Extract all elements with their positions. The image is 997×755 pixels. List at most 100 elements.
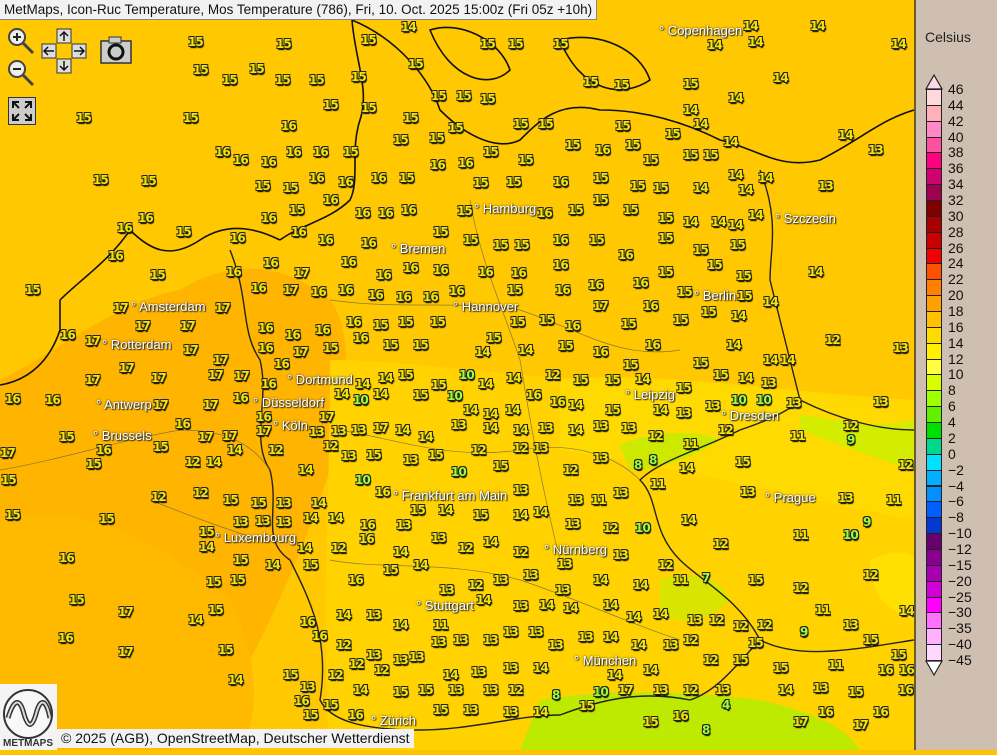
station-temperature: 15 xyxy=(457,204,473,218)
station-temperature: 14 xyxy=(336,608,352,622)
station-temperature: 16 xyxy=(311,285,327,299)
station-temperature: 15 xyxy=(398,368,414,382)
station-temperature: 13 xyxy=(786,396,802,410)
legend-swatch xyxy=(926,168,942,186)
station-temperature: 15 xyxy=(605,403,621,417)
zoom-out-button[interactable] xyxy=(6,58,36,93)
station-temperature: 15 xyxy=(309,73,325,87)
legend-swatch xyxy=(926,564,942,582)
legend-label: 28 xyxy=(948,223,964,240)
station-temperature: 15 xyxy=(59,430,75,444)
station-temperature: 12 xyxy=(648,429,664,443)
city-label: ° Rotterdam xyxy=(102,337,172,352)
legend-label: −25 xyxy=(948,588,972,605)
station-temperature: 14 xyxy=(483,421,499,435)
station-temperature: 14 xyxy=(738,371,754,385)
legend-swatch xyxy=(926,517,942,535)
station-temperature: 15 xyxy=(493,459,509,473)
station-temperature: 15 xyxy=(615,119,631,133)
legend-swatch xyxy=(926,311,942,328)
station-temperature: 14 xyxy=(476,593,492,607)
station-temperature: 15 xyxy=(249,62,265,76)
station-temperature: 14 xyxy=(778,683,794,697)
station-temperature: 15 xyxy=(431,89,447,103)
station-temperature: 7 xyxy=(702,571,710,585)
station-temperature: 15 xyxy=(623,203,639,217)
station-temperature: 14 xyxy=(683,103,699,117)
city-label: ° Amsterdam xyxy=(131,299,206,314)
legend-label: 30 xyxy=(948,207,964,224)
pan-control[interactable] xyxy=(41,28,89,81)
station-temperature: 13 xyxy=(351,423,367,437)
station-temperature: 16 xyxy=(323,193,339,207)
station-temperature: 16 xyxy=(346,315,362,329)
station-temperature: 12 xyxy=(193,486,209,500)
legend-swatch xyxy=(926,580,942,598)
temperature-map[interactable] xyxy=(0,0,914,750)
station-temperature: 17 xyxy=(373,421,389,435)
legend-label: 32 xyxy=(948,192,964,209)
legend-swatch xyxy=(926,152,942,170)
legend-label: −12 xyxy=(948,540,972,557)
station-temperature: 15 xyxy=(393,133,409,147)
city-label: ° Zürich xyxy=(371,713,416,728)
city-label: ° Berlin xyxy=(694,288,737,303)
fullscreen-button[interactable] xyxy=(8,97,36,130)
legend-label: 6 xyxy=(948,398,956,415)
legend-label: 12 xyxy=(948,350,964,367)
station-temperature: 16 xyxy=(294,694,310,708)
station-temperature: 12 xyxy=(603,521,619,535)
station-temperature: 15 xyxy=(418,683,434,697)
station-temperature: 14 xyxy=(353,683,369,697)
station-temperature: 16 xyxy=(595,143,611,157)
station-temperature: 14 xyxy=(728,218,744,232)
station-temperature: 12 xyxy=(468,578,484,592)
station-temperature: 13 xyxy=(568,493,584,507)
station-temperature: 16 xyxy=(175,417,191,431)
station-temperature: 14 xyxy=(810,19,826,33)
zoom-in-button[interactable] xyxy=(6,26,36,61)
station-temperature: 14 xyxy=(463,403,479,417)
station-temperature: 15 xyxy=(748,636,764,650)
station-temperature: 16 xyxy=(300,615,316,629)
station-temperature: 15 xyxy=(398,315,414,329)
city-label: ° Bremen xyxy=(391,241,446,256)
metmaps-logo: METMAPS xyxy=(0,684,57,750)
station-temperature: 13 xyxy=(593,419,609,433)
station-temperature: 15 xyxy=(183,111,199,125)
station-temperature: 14 xyxy=(539,598,555,612)
screenshot-button[interactable] xyxy=(100,36,132,69)
station-temperature: 11 xyxy=(433,618,449,632)
station-temperature: 16 xyxy=(511,266,527,280)
station-temperature: 15 xyxy=(403,111,419,125)
station-temperature: 15 xyxy=(431,378,447,392)
legend-label: −20 xyxy=(948,572,972,589)
city-label: ° Copenhagen xyxy=(659,23,743,38)
station-temperature: 15 xyxy=(428,448,444,462)
station-temperature: 16 xyxy=(478,265,494,279)
station-temperature: 15 xyxy=(25,283,41,297)
station-temperature: 13 xyxy=(557,557,573,571)
station-temperature: 14 xyxy=(693,181,709,195)
station-temperature: 15 xyxy=(1,473,17,487)
station-temperature: 14 xyxy=(443,668,459,682)
station-temperature: 14 xyxy=(311,496,327,510)
station-temperature: 16 xyxy=(251,281,267,295)
station-temperature: 13 xyxy=(309,425,325,439)
station-temperature: 15 xyxy=(223,493,239,507)
station-temperature: 15 xyxy=(565,138,581,152)
station-temperature: 14 xyxy=(626,610,642,624)
legend-swatch xyxy=(926,247,942,265)
station-temperature: 16 xyxy=(315,323,331,337)
station-temperature: 15 xyxy=(383,563,399,577)
station-temperature: 15 xyxy=(343,145,359,159)
city-label: ° Hamburg xyxy=(474,201,537,216)
station-temperature: 15 xyxy=(480,92,496,106)
station-temperature: 15 xyxy=(153,440,169,454)
station-temperature: 17 xyxy=(151,371,167,385)
station-temperature: 15 xyxy=(693,243,709,257)
station-temperature: 15 xyxy=(323,341,339,355)
station-temperature: 8 xyxy=(552,688,560,702)
station-temperature: 14 xyxy=(773,71,789,85)
station-temperature: 13 xyxy=(331,424,347,438)
